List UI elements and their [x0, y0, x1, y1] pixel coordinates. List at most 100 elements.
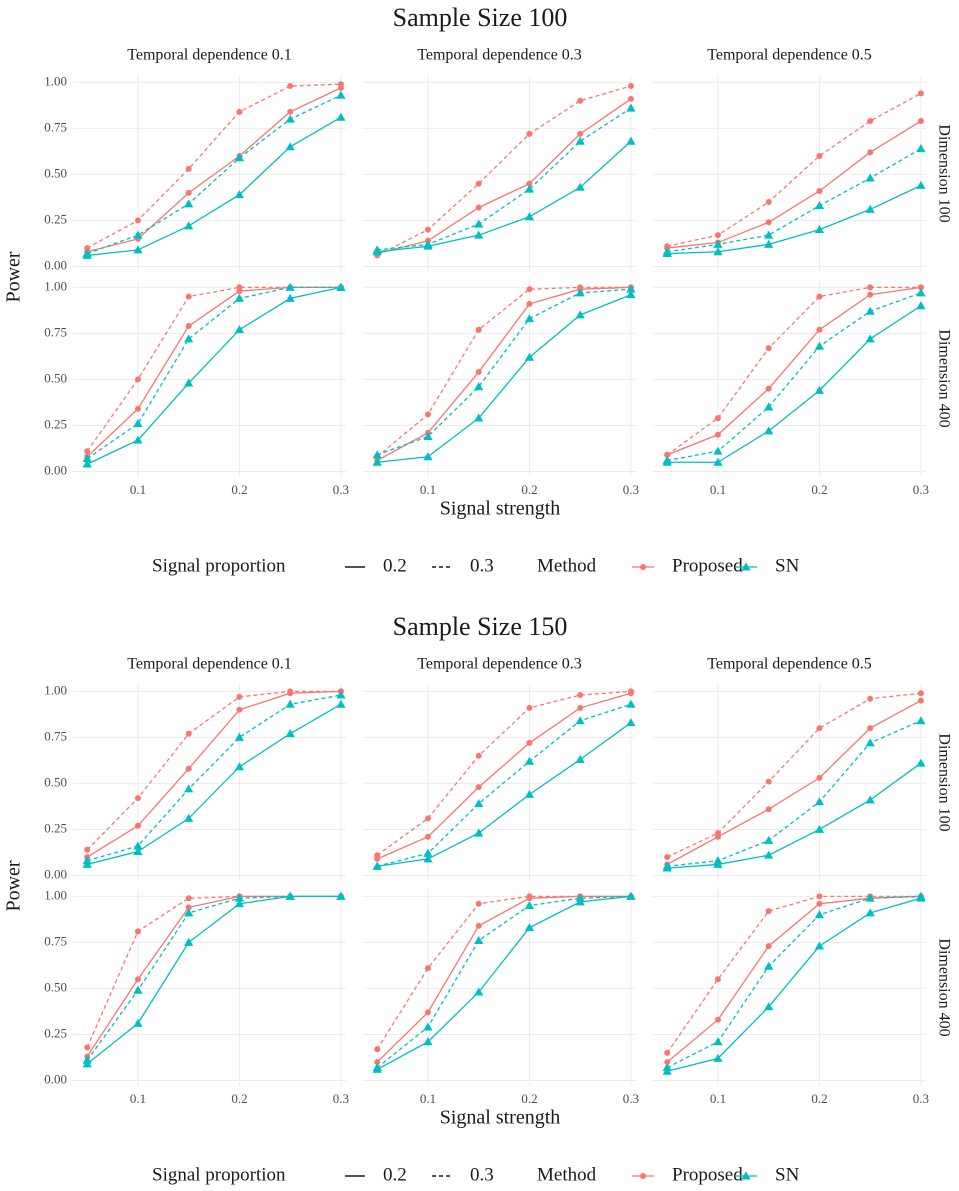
marker — [185, 165, 192, 172]
marker — [865, 908, 875, 917]
series-line — [86, 895, 341, 1057]
series-line — [86, 83, 341, 249]
marker — [867, 284, 874, 291]
marker — [475, 900, 482, 907]
marker — [372, 861, 382, 870]
marker — [475, 180, 482, 187]
series-line — [86, 286, 342, 465]
marker — [133, 230, 143, 239]
marker — [662, 861, 672, 870]
y-tick-label: 1.00 — [44, 278, 67, 293]
series-line — [376, 895, 631, 1063]
marker — [474, 382, 484, 391]
x-tick-label: 0.2 — [231, 482, 247, 497]
marker — [713, 247, 723, 256]
marker — [865, 893, 875, 902]
x-tick-label: 0.1 — [710, 1091, 726, 1106]
x-tick-label: 0.2 — [231, 1091, 247, 1106]
marker — [524, 900, 535, 910]
y-tick-label: 1.00 — [44, 887, 67, 902]
marker — [185, 189, 192, 196]
marker — [234, 893, 245, 902]
x-tick-label: 0.3 — [623, 482, 639, 497]
marker — [713, 1053, 723, 1062]
marker — [816, 187, 823, 194]
y-tick-label: 0.75 — [44, 933, 67, 948]
marker — [577, 704, 584, 711]
marker — [713, 446, 723, 455]
legend-label: Proposed — [672, 1164, 743, 1185]
marker — [577, 692, 584, 699]
marker — [917, 690, 924, 697]
marker — [714, 830, 721, 837]
marker — [764, 426, 774, 435]
marker — [336, 699, 346, 708]
marker — [184, 221, 194, 230]
marker — [764, 961, 774, 970]
marker — [662, 247, 672, 256]
series-line — [376, 288, 631, 456]
marker — [577, 284, 584, 291]
marker — [475, 204, 482, 211]
marker — [626, 718, 636, 727]
marker — [134, 795, 141, 802]
series-line — [377, 107, 632, 251]
strip-label: Temporal dependence 0.1 — [127, 656, 292, 673]
marker — [575, 716, 585, 725]
marker — [575, 893, 585, 902]
marker — [285, 114, 295, 123]
y-tick-label: 0.25 — [44, 1025, 67, 1040]
marker — [867, 291, 874, 298]
marker — [764, 850, 774, 859]
series-line — [376, 690, 631, 856]
strip-label: Dimension 400 — [935, 938, 952, 1036]
x-tick-label: 0.3 — [623, 1091, 639, 1106]
series-line — [86, 895, 341, 1065]
marker — [287, 688, 294, 695]
legend-label: Proposed — [672, 555, 743, 576]
marker — [764, 835, 774, 844]
marker — [524, 212, 535, 221]
marker — [865, 795, 875, 804]
marker — [372, 457, 382, 466]
strip-label: Temporal dependence 0.5 — [707, 47, 872, 64]
marker — [575, 288, 585, 297]
legend-title: Signal proportion — [152, 555, 286, 576]
x-tick-label: 0.3 — [913, 1091, 929, 1106]
marker — [664, 1059, 671, 1066]
marker — [474, 413, 484, 422]
x-tick-label: 0.3 — [333, 482, 349, 497]
marker — [475, 369, 482, 376]
marker — [134, 217, 141, 224]
marker — [184, 199, 194, 208]
marker — [816, 900, 823, 907]
y-tick-label: 0.00 — [44, 866, 67, 881]
marker — [374, 1059, 381, 1066]
series-line — [376, 895, 631, 1071]
marker — [867, 725, 874, 732]
marker — [424, 226, 431, 233]
marker — [285, 142, 295, 151]
marker — [626, 290, 636, 299]
marker — [714, 976, 721, 983]
series-line — [666, 286, 921, 456]
marker — [814, 341, 825, 350]
strip-label: Temporal dependence 0.3 — [417, 656, 582, 673]
marker — [865, 173, 875, 182]
marker — [134, 928, 141, 935]
marker — [662, 1062, 672, 1072]
marker — [474, 219, 484, 228]
marker — [474, 828, 484, 837]
marker — [765, 908, 772, 915]
chart-title: Sample Size 100 — [393, 3, 568, 32]
series-line — [376, 286, 631, 458]
marker — [916, 144, 926, 153]
marker — [236, 693, 243, 700]
marker — [475, 784, 482, 791]
marker — [134, 405, 141, 412]
series-line — [376, 895, 631, 1069]
strip-label: Temporal dependence 0.1 — [127, 47, 292, 64]
marker — [82, 856, 92, 865]
marker — [524, 756, 535, 765]
marker — [865, 334, 875, 343]
